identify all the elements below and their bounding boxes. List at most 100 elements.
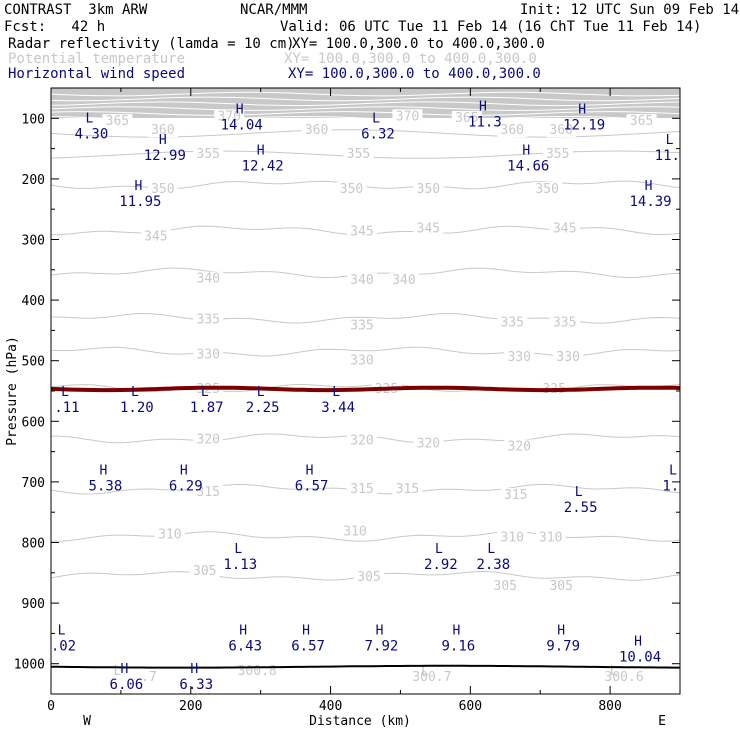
theta-label: 300.7 (412, 670, 451, 685)
theta-label-bg (140, 229, 171, 244)
theta-label: 320 (417, 437, 440, 452)
theta-label-bg (214, 109, 245, 124)
wind-extremum-value: 2.38 (476, 557, 510, 573)
wind-extremum-type: H (180, 464, 188, 479)
theta-label: 320 (350, 433, 373, 448)
wind-extremum-type: L (257, 385, 265, 400)
field-theta-xy: XY= 100.0,300.0 to 400.0,300.0 (284, 51, 537, 67)
x-tick-label: 800 (598, 699, 621, 714)
wind-extremum-value: 6.29 (169, 479, 203, 495)
theta-label: 365 (455, 111, 478, 126)
field-wind-xy: XY= 100.0,300.0 to 400.0,300.0 (288, 66, 541, 82)
theta-label: 340 (197, 272, 220, 287)
wind-extremum-value: 4.30 (75, 127, 109, 143)
theta-label: 320 (508, 440, 531, 455)
wind-extremum-value: 6.32 (361, 127, 395, 143)
theta-label: 330 (350, 353, 373, 368)
field-reflectivity-name: Radar reflectivity (lamda = 10 cm) (8, 36, 295, 52)
theta-upper-contour (51, 101, 680, 107)
field-reflectivity-xy: XY= 100.0,300.0 to 400.0,300.0 (292, 36, 545, 52)
wind-extremum-type: L (332, 385, 340, 400)
wind-extremum-type: L (86, 112, 94, 127)
theta-label: 305 (549, 579, 572, 594)
wind-extremum-value: 11.3 (468, 114, 502, 130)
wind-extremum-type: H (257, 144, 265, 159)
y-axis-label: Pressure (hPa) (5, 336, 20, 446)
theta-label: 355 (197, 147, 220, 162)
theta-label-bg (549, 221, 580, 236)
theta-label: 335 (197, 312, 220, 327)
wind-extremum-value: 6.57 (295, 479, 329, 495)
theta-label-bg (532, 181, 563, 196)
wind-extremum-value: 7.92 (365, 639, 399, 655)
theta-label: 315 (197, 485, 220, 500)
theta-label: 345 (350, 224, 373, 239)
wind-extremum-type: L (131, 385, 139, 400)
theta-label-bg (193, 484, 224, 499)
wind-extremum-type: H (634, 635, 642, 650)
theta-label: 305 (357, 570, 380, 585)
theta-label-bg (413, 436, 444, 451)
theta-upper-contour (51, 111, 680, 116)
valid-time: Valid: 06 UTC Tue 11 Feb 14 (16 ChT Tue … (280, 19, 702, 35)
theta-label: .7 (141, 670, 157, 685)
theta-label-bg (193, 271, 224, 286)
y-tick-label: 400 (22, 294, 45, 309)
wind-extremum-value: 5.38 (89, 479, 123, 495)
theta-label-bg (388, 272, 419, 287)
wind-extremum-type: L (435, 542, 443, 557)
theta-label: 335 (350, 318, 373, 333)
wind-extremum-value: 1.20 (120, 400, 154, 416)
theta-label-bg (392, 109, 423, 124)
wind-extremum-value: 2.55 (564, 500, 598, 516)
theta-label: 315 (350, 482, 373, 497)
wind-extremum-type: L (61, 385, 69, 400)
theta-label-bg (347, 481, 378, 496)
wind-extremum-type: H (645, 179, 653, 194)
theta-label-bg (504, 349, 535, 364)
theta-label: 330 (556, 350, 579, 365)
wind-extremum-value: 12.19 (563, 117, 605, 133)
theta-label-bg (497, 315, 528, 330)
theta-label-bg (490, 578, 521, 593)
theta-label: 345 (553, 221, 576, 236)
theta-label-bg (535, 530, 566, 545)
theta-label: 340 (350, 273, 373, 288)
wind-extremum-value: 14.39 (629, 194, 671, 210)
wind-extremum-type: H (100, 464, 108, 479)
theta-label: 360 (151, 123, 174, 138)
theta-label: 310 (343, 524, 366, 539)
theta-label-bg (336, 181, 367, 196)
theta-min-marker: L (113, 664, 121, 679)
theta-label: 300.6 (605, 670, 644, 685)
theta-label-bg (102, 114, 133, 129)
wind-extremum-type: H (302, 624, 310, 639)
theta-contour-325 (51, 383, 680, 393)
theta-label-bg (193, 432, 224, 447)
wind-extremum-type: L (575, 485, 583, 500)
y-tick-label: 100 (22, 112, 45, 127)
theta-label-bg (413, 181, 444, 196)
theta-label-bg (392, 481, 423, 496)
wind-extremum-type: H (557, 624, 565, 639)
wind-extremum-value: 6.33 (179, 677, 213, 693)
wind-extremum-type: H (134, 179, 142, 194)
theta-label-bg (546, 578, 577, 593)
theta-label: 345 (144, 229, 167, 244)
y-tick-label: 500 (22, 355, 45, 370)
reflectivity-band (50, 385, 681, 393)
theta-label-bg (347, 272, 378, 287)
wind-extremum-type: H (306, 464, 314, 479)
y-tick-label: 1000 (14, 658, 45, 673)
wind-extremum-type: L (666, 133, 674, 148)
theta-label: 365 (630, 114, 653, 129)
wind-extremum-value: 6.57 (291, 639, 325, 655)
theta-label: 310 (158, 527, 181, 542)
theta-label-bg (549, 315, 580, 330)
wind-extremum-value: 1.13 (223, 557, 257, 573)
theta-label-bg (193, 312, 224, 327)
theta-label: 300.8 (238, 664, 277, 679)
theta-upper-contour (51, 91, 680, 97)
wind-extremum-type: L (487, 542, 495, 557)
